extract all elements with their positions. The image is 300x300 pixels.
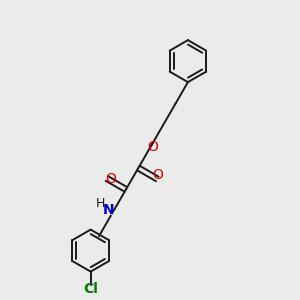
Text: N: N (103, 203, 114, 218)
Text: O: O (105, 172, 116, 185)
Text: H: H (95, 197, 105, 210)
Text: O: O (147, 140, 158, 154)
Text: O: O (152, 168, 163, 182)
Text: Cl: Cl (83, 282, 98, 296)
